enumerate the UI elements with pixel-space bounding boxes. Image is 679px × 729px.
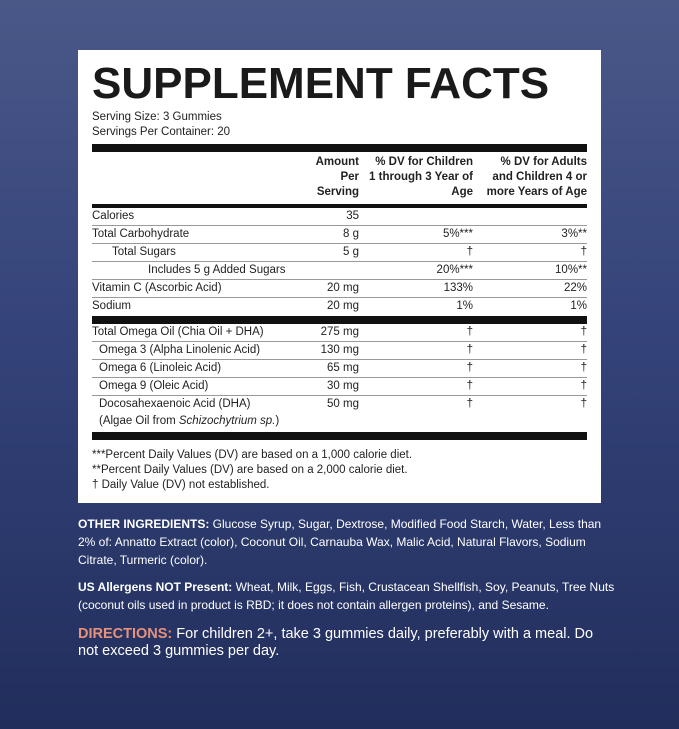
- table-row: Calories 35: [92, 208, 587, 226]
- dv-adult-value: 22%: [563, 282, 587, 294]
- amount-value: 8 g: [343, 228, 359, 240]
- servings-per-container: Servings Per Container: 20: [92, 126, 231, 138]
- allergens-text: Wheat, Milk, Eggs, Fish, Crustacean Shel…: [78, 580, 615, 612]
- dv-child-value: †: [466, 344, 473, 356]
- table-row: Total Omega Oil (Chia Oil + DHA) 275 mg † †: [92, 324, 587, 342]
- dv-adult-value: †: [580, 344, 587, 356]
- nutrient-group-a: Calories 35 Total Carbohydrate 8 g 5%*** 3%**…: [92, 208, 587, 315]
- nutrient-name: Includes 5 g Added Sugars: [92, 262, 307, 279]
- dv-child-value: 20%***: [436, 264, 473, 276]
- serving-size: Serving Size: 3 Gummies: [92, 111, 222, 123]
- table-row: Omega 9 (Oleic Acid) 30 mg † †: [92, 378, 587, 396]
- nutrient-group-b: Total Omega Oil (Chia Oil + DHA) 275 mg † †…: [92, 324, 587, 430]
- dv-adult-value: [473, 208, 587, 225]
- nutrient-source-text: Schizochytrium sp.: [178, 415, 276, 427]
- dv-adult-value: 3%**: [561, 228, 587, 240]
- footnotes: ***Percent Daily Values (DV) are based o…: [92, 448, 587, 493]
- dv-adult-value: †: [580, 362, 587, 374]
- nutrient-name-text: Omega 9 (Oleic Acid): [99, 380, 209, 392]
- table-row: Omega 6 (Linoleic Acid) 65 mg † †: [92, 360, 587, 378]
- nutrient-name-text: Docosahexaenoic Acid (DHA): [99, 398, 251, 410]
- dv-adult-value: 1%: [570, 300, 587, 312]
- dv-adult-value: †: [580, 398, 587, 410]
- nutrient-name: Docosahexaenoic Acid (DHA) (Algae Oil fro…: [92, 396, 307, 430]
- other-ingredients: OTHER INGREDIENTS: Glucose Syrup, Sugar,…: [78, 515, 618, 569]
- table-row: Omega 3 (Alpha Linolenic Acid) 130 mg † †: [92, 342, 587, 360]
- divider: [92, 316, 587, 324]
- amount-value: [307, 262, 359, 279]
- allergens: US Allergens NOT Present: Wheat, Milk, E…: [78, 578, 618, 614]
- supplement-facts-panel: SUPPLEMENT FACTS Serving Size: 3 Gummies…: [78, 50, 601, 503]
- nutrient-name-text: Includes 5 g Added Sugars: [148, 264, 286, 276]
- dv-adult-value: †: [580, 380, 587, 392]
- allergens-label: US Allergens NOT Present:: [78, 580, 233, 594]
- table-row: Docosahexaenoic Acid (DHA) (Algae Oil fro…: [92, 396, 587, 430]
- nutrient-name: Total Sugars: [92, 244, 307, 261]
- nutrient-name-text: Total Carbohydrate: [92, 228, 190, 240]
- nutrient-name-text: Total Omega Oil (Chia Oil + DHA): [92, 326, 264, 338]
- table-row: Sodium 20 mg 1% 1%: [92, 298, 587, 315]
- table-row: Total Carbohydrate 8 g 5%*** 3%**: [92, 226, 587, 244]
- table-row: Includes 5 g Added Sugars 20%*** 10%**: [92, 262, 587, 280]
- nutrient-name: Omega 9 (Oleic Acid): [92, 378, 307, 395]
- dv-child-value: †: [466, 398, 473, 410]
- nutrient-name: Total Carbohydrate: [92, 226, 307, 243]
- amount-value: 30 mg: [327, 380, 359, 392]
- table-header: Amount Per Serving % DV for Children 1 t…: [92, 152, 587, 204]
- amount-value: 5 g: [343, 246, 359, 258]
- amount-value: 20 mg: [327, 300, 359, 312]
- amount-value: 275 mg: [320, 326, 359, 338]
- nutrient-name: Sodium: [92, 298, 307, 315]
- nutrient-name: Calories: [92, 208, 307, 225]
- footnote: † Daily Value (DV) not established.: [92, 479, 270, 491]
- table-row: Vitamin C (Ascorbic Acid) 20 mg 133% 22%: [92, 280, 587, 298]
- divider: [92, 204, 587, 208]
- nutrient-name-text: Calories: [92, 210, 135, 222]
- dv-child-value: 5%***: [442, 228, 473, 240]
- dv-adult-value: †: [580, 326, 587, 338]
- dv-adult-value: †: [580, 246, 587, 258]
- footnote: ***Percent Daily Values (DV) are based o…: [92, 449, 413, 461]
- panel-title: SUPPLEMENT FACTS: [92, 59, 550, 108]
- directions: DIRECTIONS: For children 2+, take 3 gumm…: [78, 626, 598, 660]
- nutrient-name-text: Vitamin C (Ascorbic Acid): [92, 282, 222, 294]
- dv-adult-value: 10%**: [555, 264, 587, 276]
- nutrient-name-text: Sodium: [92, 300, 131, 312]
- divider: [92, 432, 587, 440]
- dv-child-value: †: [466, 326, 473, 338]
- nutrient-source-text: (Algae Oil from: [99, 415, 179, 427]
- dv-child-value: †: [466, 380, 473, 392]
- dv-child-value: †: [466, 246, 473, 258]
- table-row: Total Sugars 5 g † †: [92, 244, 587, 262]
- nutrient-name: Omega 3 (Alpha Linolenic Acid): [92, 342, 307, 359]
- nutrient-name-text: Total Sugars: [112, 246, 176, 258]
- nutrient-name: Vitamin C (Ascorbic Acid): [92, 280, 307, 297]
- nutrient-source-text: ): [275, 415, 280, 427]
- divider: [92, 144, 587, 152]
- nutrient-name-text: Omega 6 (Linoleic Acid): [99, 362, 222, 374]
- dv-child-value: †: [466, 362, 473, 374]
- dv-child-value: 1%: [456, 300, 473, 312]
- dv-child-value: 133%: [443, 282, 473, 294]
- amount-value: 50 mg: [327, 398, 359, 410]
- dv-child-value: [359, 208, 473, 225]
- amount-value: 130 mg: [320, 344, 359, 356]
- nutrient-name: Total Omega Oil (Chia Oil + DHA): [92, 324, 307, 341]
- footnote: **Percent Daily Values (DV) are based on…: [92, 464, 408, 476]
- amount-value: 65 mg: [327, 362, 359, 374]
- directions-text: For children 2+, take 3 gummies daily, p…: [78, 626, 594, 659]
- nutrient-name: Omega 6 (Linoleic Acid): [92, 360, 307, 377]
- amount-value: 20 mg: [327, 282, 359, 294]
- directions-label: DIRECTIONS:: [78, 626, 173, 642]
- amount-value: 35: [346, 210, 359, 222]
- header-dv-adults: % DV for Adults and Children 4 or more Y…: [486, 156, 587, 198]
- header-dv-children: % DV for Children 1 through 3 Year of Ag…: [369, 156, 473, 198]
- other-ingredients-label: OTHER INGREDIENTS:: [78, 517, 210, 531]
- nutrient-name-text: Omega 3 (Alpha Linolenic Acid): [99, 344, 261, 356]
- label-text-section: OTHER INGREDIENTS: Glucose Syrup, Sugar,…: [78, 515, 618, 679]
- header-amount: Amount Per Serving: [315, 156, 359, 198]
- other-ingredients-text: Glucose Syrup, Sugar, Dextrose, Modified…: [78, 517, 602, 567]
